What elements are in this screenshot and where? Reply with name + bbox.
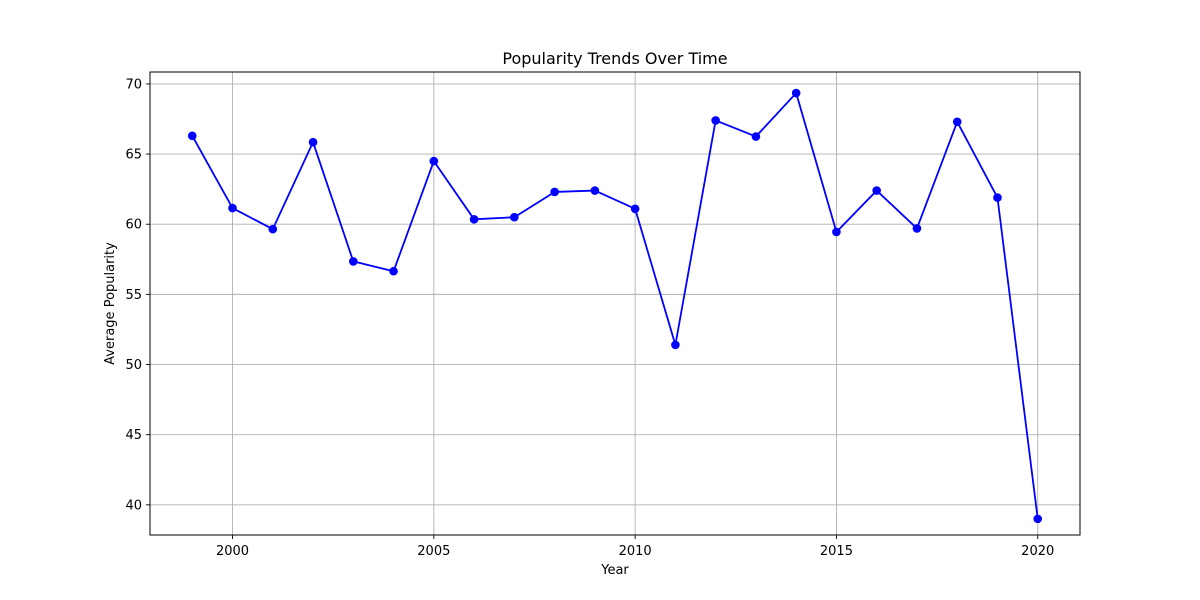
data-point (671, 340, 680, 350)
data-point (550, 187, 559, 197)
data-point (993, 193, 1002, 202)
x-axis-ticks: 2000 2005 2010 2015 2020 (216, 535, 1054, 559)
data-point (832, 227, 841, 237)
y-tick-label: 50 (125, 358, 142, 373)
y-tick-label: 55 (125, 288, 142, 303)
data-point (187, 131, 197, 141)
data-point (1033, 514, 1043, 524)
data-point (268, 224, 278, 234)
series-lines (191, 92, 1039, 519)
y-tick-label: 40 (125, 498, 142, 513)
data-point (751, 132, 761, 141)
y-tick-label: 70 (125, 77, 142, 92)
y-tick-label: 45 (125, 428, 142, 443)
data-point (429, 156, 439, 166)
data-point (872, 186, 881, 195)
data-point (711, 116, 720, 125)
grid-lines (150, 72, 1080, 535)
y-tick-label: 65 (125, 148, 142, 163)
x-tick-label: 2005 (417, 544, 450, 559)
data-point (791, 88, 801, 98)
data-point (308, 137, 318, 147)
data-markers (187, 88, 1043, 524)
chart-title: Popularity Trends Over Time (502, 49, 727, 68)
data-point (349, 257, 358, 266)
x-tick-label: 2020 (1021, 544, 1054, 559)
data-point (469, 215, 479, 224)
data-point (912, 224, 922, 233)
data-point (228, 203, 237, 213)
plot-frame (149, 71, 1081, 536)
series-line (191, 92, 1039, 519)
data-point (389, 266, 398, 276)
data-point (590, 186, 600, 195)
y-tick-label: 60 (125, 218, 142, 233)
data-point (952, 117, 962, 127)
y-axis-ticks: 40 45 50 55 60 65 70 (125, 77, 150, 513)
x-axis-label: Year (600, 563, 629, 578)
plot-area-background (150, 72, 1080, 535)
data-point (510, 212, 519, 222)
x-tick-label: 2000 (216, 544, 249, 559)
x-tick-label: 2010 (619, 544, 652, 559)
y-axis-label: Average Popularity (103, 242, 118, 365)
x-tick-label: 2015 (820, 544, 853, 559)
data-point (630, 204, 640, 214)
